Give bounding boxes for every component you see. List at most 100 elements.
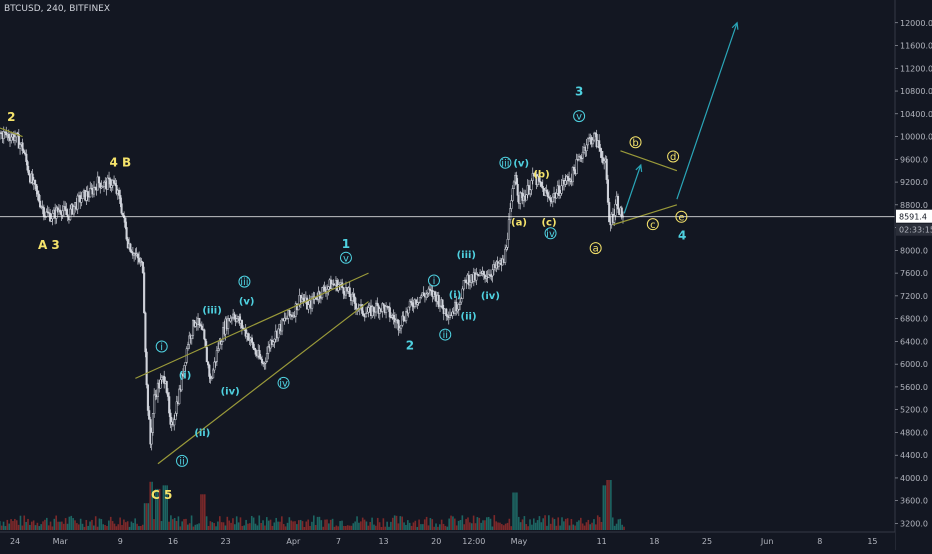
volume-bar	[493, 515, 496, 530]
candle-body	[504, 248, 507, 263]
volume-bar	[482, 520, 484, 530]
volume-bar	[117, 524, 120, 530]
candle-body	[410, 300, 413, 303]
volume-bar	[51, 526, 54, 530]
candle-body	[277, 328, 280, 339]
candle-body	[614, 203, 617, 216]
volume-bar	[177, 516, 180, 530]
volume-bar	[57, 521, 59, 530]
volume-bar	[81, 523, 84, 530]
candle-body	[39, 200, 42, 208]
wave-label: (i)	[449, 290, 462, 301]
volume-bar	[373, 524, 375, 530]
volume-bar	[0, 525, 3, 530]
candle-body	[558, 185, 561, 197]
candle-body	[362, 313, 365, 316]
volume-bar	[602, 485, 605, 530]
candle-body	[272, 341, 275, 345]
wave-label: C 5	[151, 488, 172, 502]
candle-body	[311, 296, 314, 309]
volume-bar	[425, 516, 428, 530]
candle-body	[265, 353, 269, 362]
candle-body	[361, 304, 364, 314]
projection-arrowhead	[635, 163, 643, 173]
volume-bar	[27, 518, 29, 530]
candle-body	[86, 191, 89, 197]
candle-body	[387, 306, 390, 308]
candle-body	[136, 253, 139, 259]
candle-body	[248, 339, 251, 341]
candle-body	[515, 175, 518, 185]
volume-bar	[61, 521, 63, 530]
volume-bar	[222, 522, 225, 530]
volume-bar	[198, 523, 200, 530]
wave-label: d	[670, 152, 676, 163]
candle-body	[215, 350, 218, 362]
volume-bar	[465, 518, 467, 530]
candle-body	[273, 338, 276, 343]
price-tick-label: 5200.0	[900, 406, 928, 415]
volume-bar	[324, 519, 326, 530]
volume-bar	[260, 522, 262, 530]
candle-body	[72, 206, 76, 215]
price-tick-label: 3600.0	[900, 497, 928, 506]
price-tick-label: 7600.0	[900, 269, 928, 278]
volume-bar	[504, 523, 507, 530]
volume-bar	[66, 523, 69, 530]
time-tick-label: Mar	[53, 537, 69, 546]
volume-bar	[467, 517, 469, 530]
volume-bar	[611, 517, 614, 530]
candle-body	[159, 379, 162, 389]
candle-body	[364, 313, 368, 318]
candle-body	[491, 269, 494, 277]
candle-body	[96, 176, 99, 191]
volume-bar	[561, 517, 563, 530]
volume-bar	[226, 516, 229, 530]
volume-bar	[299, 519, 302, 530]
volume-bar	[14, 518, 16, 530]
volume-bar	[499, 522, 501, 530]
candle-body	[138, 257, 141, 263]
wave-label-circle	[573, 110, 586, 123]
volume-bar	[564, 518, 567, 530]
candle-body	[64, 206, 67, 210]
candle-body	[205, 347, 208, 363]
candle-body	[426, 292, 429, 295]
candle-body	[36, 190, 39, 195]
volume-bar	[358, 522, 360, 530]
volume-bar	[534, 522, 537, 530]
candle-body	[616, 195, 620, 210]
volume-bar	[275, 517, 277, 530]
candle-body	[507, 219, 510, 240]
candle-body	[222, 327, 225, 342]
candle-body	[169, 412, 172, 425]
volume-bar	[446, 526, 449, 530]
candle-body	[26, 161, 29, 171]
wave-label: a	[593, 244, 599, 255]
time-tick-label: 25	[702, 537, 712, 546]
time-tick-label: Apr	[286, 537, 301, 546]
candle-body	[321, 287, 324, 298]
volume-bar	[363, 519, 366, 530]
time-tick-label: 8	[817, 537, 822, 546]
volume-bar	[322, 526, 325, 530]
volume-bar	[328, 523, 330, 530]
volume-bar	[497, 522, 499, 530]
candle-body	[47, 212, 50, 214]
candle-body	[153, 394, 156, 414]
candle-body	[546, 192, 549, 197]
candle-body	[113, 180, 116, 184]
price-tick-label: 10400.0	[900, 110, 932, 119]
time-tick-label: 7	[336, 537, 341, 546]
volume-bar	[106, 526, 108, 530]
wave-label: 4 B	[109, 155, 131, 169]
volume-bar	[574, 525, 576, 530]
volume-bar	[346, 525, 349, 530]
volume-bar	[367, 525, 370, 530]
volume-bar	[313, 515, 315, 530]
candle-body	[200, 325, 203, 330]
volume-bar	[68, 516, 71, 530]
volume-bar	[480, 522, 482, 530]
